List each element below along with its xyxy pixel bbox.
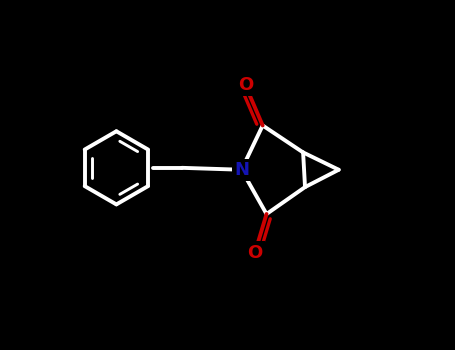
Text: O: O [238,76,253,94]
Text: O: O [248,244,263,261]
Text: N: N [234,161,249,179]
